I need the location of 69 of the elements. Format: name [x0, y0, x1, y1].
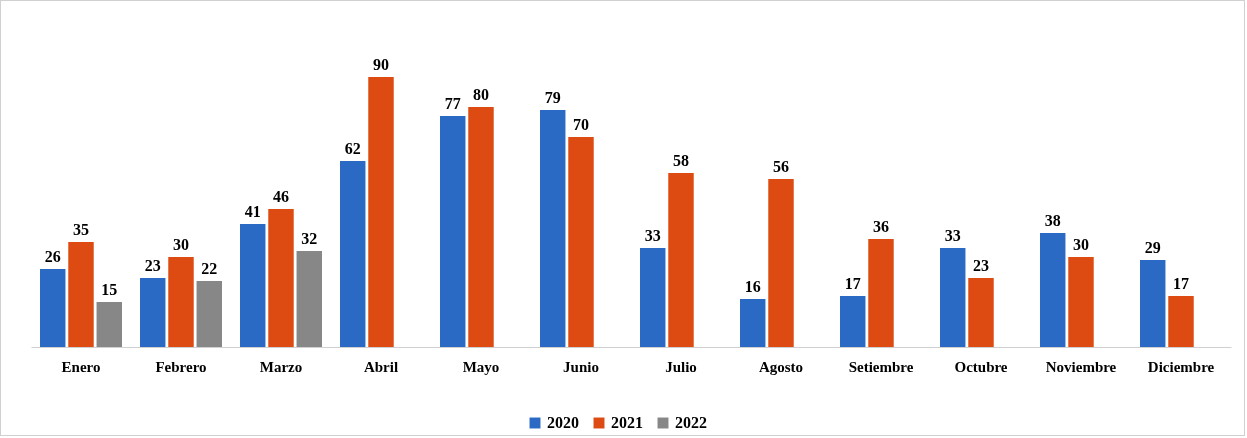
- legend-label: 2020: [547, 414, 579, 431]
- x-tick-label: Enero: [61, 358, 101, 375]
- data-label: 70: [573, 116, 589, 133]
- x-tick-label: Diciembre: [1147, 358, 1215, 375]
- data-label: 26: [44, 248, 61, 265]
- data-label: 33: [944, 227, 961, 244]
- bar: [40, 269, 66, 347]
- legend-label: 2022: [675, 414, 707, 431]
- bar: [340, 161, 366, 347]
- bar: [440, 116, 466, 347]
- data-label: 35: [73, 221, 89, 238]
- data-label: 80: [473, 86, 489, 103]
- x-tick-label: Febrero: [155, 358, 207, 375]
- bar: [468, 107, 494, 347]
- legend-label: 2021: [611, 414, 643, 431]
- data-label: 22: [201, 260, 218, 277]
- bar: [840, 296, 866, 347]
- x-tick-label: Mayo: [462, 358, 500, 375]
- x-tick-label: Noviembre: [1045, 358, 1117, 375]
- bar: [96, 302, 122, 347]
- data-label: 17: [844, 275, 861, 292]
- bar: [940, 248, 966, 347]
- data-label: 58: [673, 152, 689, 169]
- data-label: 46: [273, 188, 289, 205]
- x-tick-label: Octubre: [954, 358, 1008, 375]
- data-label: 17: [1173, 275, 1189, 292]
- bar: [540, 110, 566, 347]
- bar: [140, 278, 166, 347]
- bar: [868, 239, 894, 347]
- data-label: 32: [301, 230, 318, 247]
- bar: [68, 242, 94, 347]
- bar: [668, 173, 694, 347]
- data-label: 15: [101, 281, 118, 298]
- bar: [240, 224, 266, 347]
- x-tick-label: Setiembre: [848, 358, 914, 375]
- bar: [640, 248, 666, 347]
- data-label: 62: [344, 140, 361, 157]
- bar: [740, 299, 766, 347]
- x-tick-label: Abril: [363, 358, 399, 375]
- bar: [968, 278, 994, 347]
- x-tick-label: Marzo: [259, 358, 303, 375]
- data-label: 30: [173, 236, 189, 253]
- data-label: 29: [1144, 239, 1161, 256]
- data-label: 41: [244, 203, 261, 220]
- data-label: 23: [973, 257, 989, 274]
- bar: [768, 179, 794, 347]
- data-label: 23: [144, 257, 161, 274]
- data-label: 79: [544, 89, 561, 106]
- bar: [296, 251, 322, 347]
- data-label: 38: [1044, 212, 1061, 229]
- bar: [1140, 260, 1166, 347]
- bar: [568, 137, 594, 347]
- data-label: 56: [773, 158, 789, 175]
- bar: [368, 77, 394, 347]
- data-label: 16: [744, 278, 761, 295]
- data-label: 30: [1073, 236, 1089, 253]
- data-label: 36: [873, 218, 889, 235]
- bar: [168, 257, 194, 347]
- x-tick-label: Junio: [563, 358, 599, 375]
- x-tick-label: Julio: [665, 358, 697, 375]
- bar: [196, 281, 222, 347]
- bar: [268, 209, 294, 347]
- bar: [1068, 257, 1094, 347]
- x-tick-label: Agosto: [758, 358, 804, 375]
- data-label: 77: [444, 95, 461, 112]
- bar: [1168, 296, 1194, 347]
- data-label: 90: [373, 56, 389, 73]
- bar: [1040, 233, 1066, 347]
- data-label: 33: [644, 227, 661, 244]
